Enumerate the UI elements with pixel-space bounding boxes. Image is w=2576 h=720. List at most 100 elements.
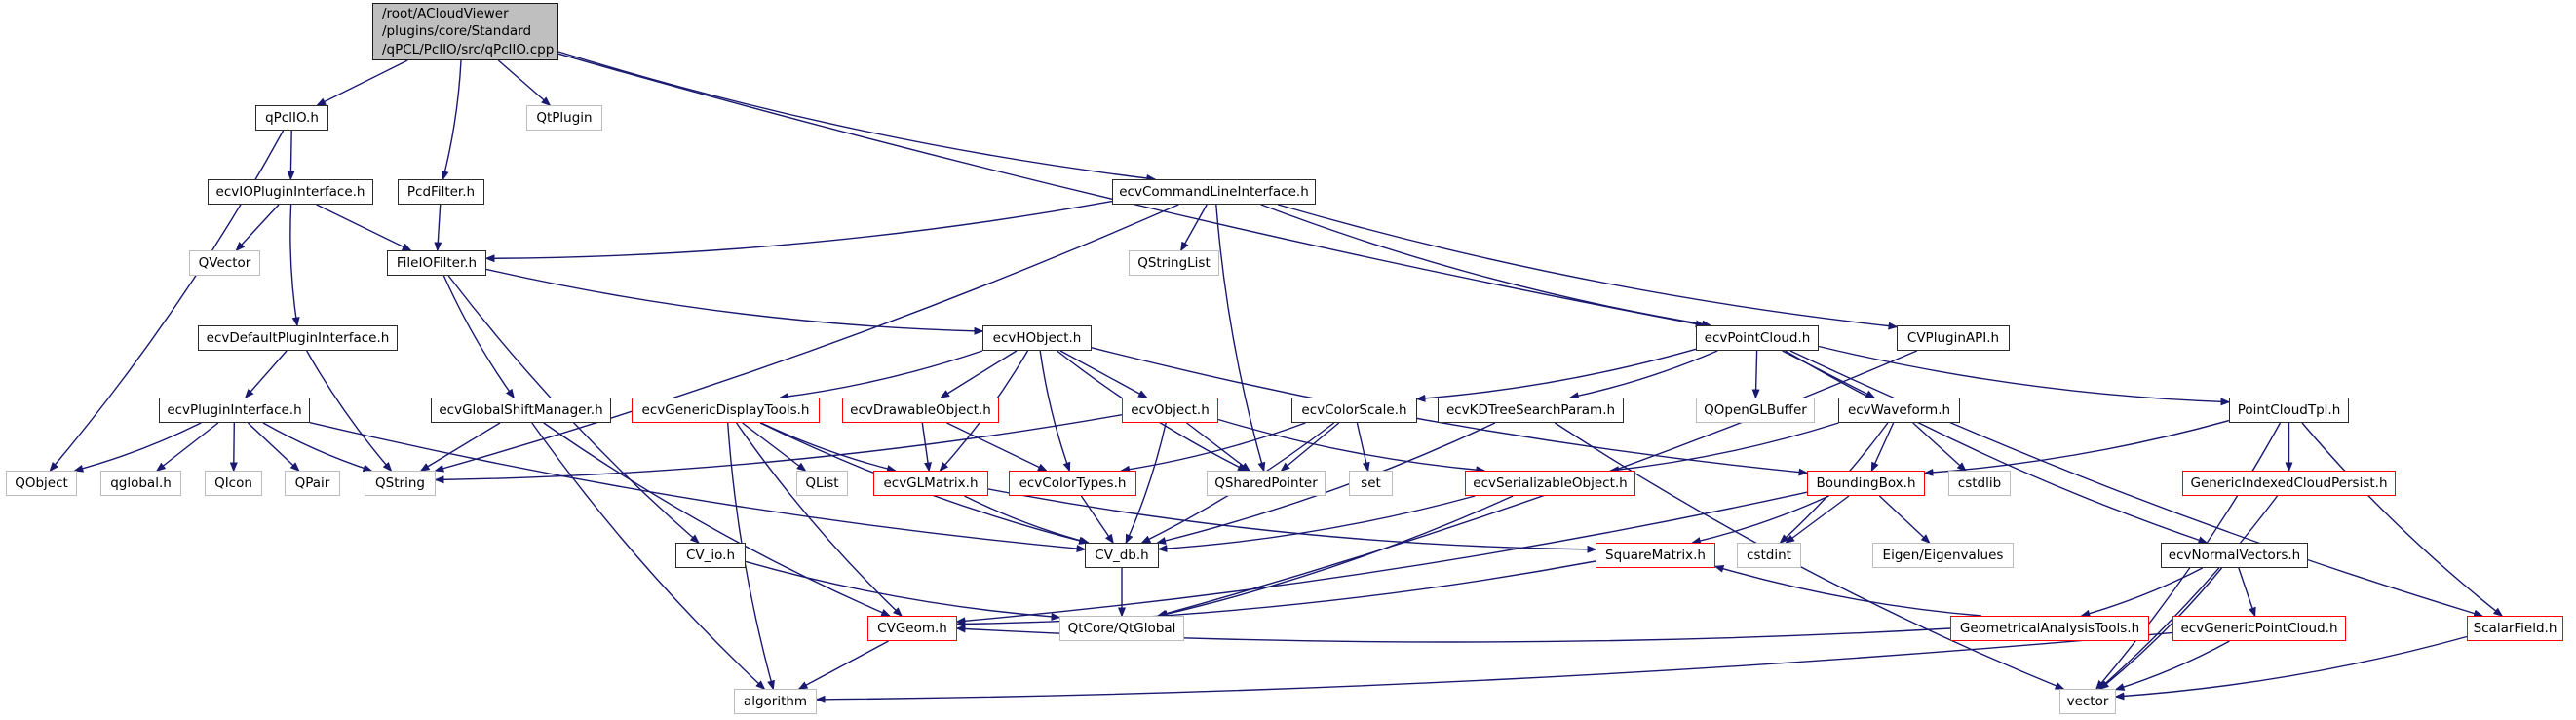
edge-ecvkdtree-to-cv_db: [1156, 422, 1496, 545]
edge-ecvgdt-to-ecvglmatrix: [760, 422, 897, 473]
edge-genericindexed-to-vector: [2097, 495, 2279, 690]
node-ecvdrawable[interactable]: ecvDrawableObject.h: [842, 398, 999, 423]
node-qvector[interactable]: QVector: [189, 250, 260, 276]
node-ecvgsm[interactable]: ecvGlobalShiftManager.h: [431, 398, 611, 423]
node-qicon[interactable]: QIcon: [205, 471, 262, 496]
node-qstringlist[interactable]: QStringList: [1129, 250, 1219, 276]
edge-ecvcli-to-qstringlist: [1180, 204, 1208, 252]
edge-ecvobject-to-qsharedpointer: [1186, 422, 1251, 472]
node-qpclio-h[interactable]: qPclIO.h: [255, 105, 328, 131]
node-ecvpi[interactable]: ecvPluginInterface.h: [159, 398, 310, 423]
node-qpair[interactable]: QPair: [285, 471, 340, 496]
edge-ecvpointcloud-to-ecvwaveform: [1782, 350, 1876, 398]
node-cv-db[interactable]: CV_db.h: [1085, 543, 1159, 568]
edge-ecvpi-to-cv_db: [309, 422, 1087, 552]
node-ecvkdtree[interactable]: ecvKDTreeSearchParam.h: [1438, 398, 1624, 423]
edge-ecvobject-to-ecvserializable: [1217, 418, 1486, 474]
edge-ecvpointcloud-to-scalarfield: [1789, 350, 2484, 618]
edge-ecvdefpi-to-qstring: [306, 350, 393, 473]
node-vector[interactable]: vector: [2059, 689, 2116, 714]
edge-pointcloudtpl-to-scalarfield: [2301, 422, 2504, 617]
edge-ecvobject-to-cv_db: [1125, 422, 1167, 545]
node-set[interactable]: set: [1349, 471, 1393, 496]
edge-ecvpointcloud-to-ecvnormalvectors: [1785, 350, 2209, 545]
node-ecvpointcloud[interactable]: ecvPointCloud.h: [1696, 325, 1819, 351]
edge-ecvdrawable-to-ecvcolortypes: [946, 422, 1048, 472]
edge-ecvpi-to-qobject: [73, 422, 202, 473]
edge-ecvdrawable-to-ecvglmatrix: [921, 422, 932, 473]
node-pointcloudtpl[interactable]: PointCloudTpl.h: [2229, 398, 2349, 423]
edge-cpp-to-pcdfilter: [441, 59, 462, 181]
node-cpp[interactable]: /root/ACloudViewer /plugins/core/Standar…: [372, 3, 558, 60]
edge-squarematrix-to-cvgeom: [955, 560, 1596, 628]
node-ecvgdt[interactable]: ecvGenericDisplayTools.h: [632, 398, 820, 423]
node-qopenglbuffer[interactable]: QOpenGLBuffer: [1696, 398, 1815, 423]
node-qobject[interactable]: QObject: [6, 471, 77, 496]
edge-ecvpi-to-qicon: [229, 422, 238, 473]
node-qstring[interactable]: QString: [365, 471, 436, 496]
edge-ecvnormalvectors-to-vector: [2098, 567, 2223, 690]
edge-ecvpointcloud-to-qopenglbuffer: [1751, 350, 1760, 399]
node-cstdlib[interactable]: cstdlib: [1948, 471, 2011, 496]
node-cv-io[interactable]: CV_io.h: [675, 543, 746, 568]
node-ecvcolortypes[interactable]: ecvColorTypes.h: [1009, 471, 1136, 496]
node-ecvgenericpc[interactable]: ecvGenericPointCloud.h: [2172, 616, 2346, 641]
edge-ecvserializable-to-qtcoreqtglobal: [1157, 495, 1514, 618]
node-qglobal[interactable]: qglobal.h: [100, 471, 181, 496]
node-qtcoreqtglobal[interactable]: QtCore/QtGlobal: [1059, 616, 1184, 641]
edge-ecvgdt-to-qlist: [742, 422, 807, 472]
edge-ecvgdt-to-cvgeom: [736, 422, 903, 618]
edge-ecvgsm-to-qstring: [419, 422, 501, 472]
edge-ecvgsm-to-algorithm: [531, 422, 766, 691]
node-ecvserializable[interactable]: ecvSerializableObject.h: [1465, 471, 1635, 496]
node-boundingbox[interactable]: BoundingBox.h: [1807, 471, 1925, 496]
edge-ecvpointcloud-to-ecvkdtree: [1568, 350, 1718, 400]
edge-cv_io-to-qtcoreqtglobal: [745, 560, 1061, 621]
node-cstdint[interactable]: cstdint: [1737, 543, 1801, 568]
node-geomanalysistools[interactable]: GeometricalAnalysisTools.h: [1950, 616, 2149, 641]
edge-ecvhobject-to-ecvobject: [1059, 350, 1148, 398]
node-ecvglmatrix[interactable]: ecvGLMatrix.h: [873, 471, 988, 496]
edge-ecvgenericpc-to-algorithm: [815, 631, 2173, 703]
edge-ecvhobject-to-boundingbox: [1091, 347, 1809, 476]
node-eigen[interactable]: Eigen/Eigenvalues: [1872, 543, 2014, 568]
edge-ecvglmatrix-to-cv_db: [964, 495, 1091, 545]
node-qtplugin[interactable]: QtPlugin: [526, 105, 602, 131]
node-ecvwaveform[interactable]: ecvWaveform.h: [1838, 398, 1960, 423]
edge-ecvwaveform-to-ecvserializable: [1609, 422, 1839, 474]
node-cvpluginapi[interactable]: CVPluginAPI.h: [1897, 325, 2010, 351]
edge-ecvcli-to-fileiofilter: [484, 200, 1113, 263]
edge-ecvpointcloud-to-pointcloudtpl: [1818, 345, 2231, 406]
edge-ecvdefpi-to-ecvpi: [244, 350, 288, 399]
node-ecvcli[interactable]: ecvCommandLineInterface.h: [1112, 179, 1316, 205]
edge-ecvkdtree-to-vector: [1554, 422, 2065, 690]
edge-ecvpi-to-qstring: [262, 422, 373, 473]
edge-ecvglmatrix-to-squarematrix: [987, 488, 1597, 553]
node-squarematrix[interactable]: SquareMatrix.h: [1596, 543, 1715, 568]
node-fileiofilter[interactable]: FileIOFilter.h: [387, 250, 486, 276]
node-ecvhobject[interactable]: ecvHObject.h: [982, 325, 1092, 351]
node-ecvcolorscale[interactable]: ecvColorScale.h: [1291, 398, 1417, 423]
edge-cpp-to-qpclio_h: [316, 59, 408, 106]
node-pcdfilter[interactable]: PcdFilter.h: [398, 179, 484, 205]
node-ecviopi[interactable]: ecvIOPluginInterface.h: [208, 179, 373, 205]
node-scalarfield[interactable]: ScalarField.h: [2467, 616, 2563, 641]
edge-fileiofilter-to-ecvhobject: [485, 268, 984, 335]
node-ecvnormalvectors[interactable]: ecvNormalVectors.h: [2161, 543, 2308, 568]
node-ecvobject[interactable]: ecvObject.h: [1122, 398, 1218, 423]
node-ecvdefpi[interactable]: ecvDefaultPluginInterface.h: [198, 325, 398, 351]
edge-fileiofilter-to-ecvgsm: [442, 275, 515, 399]
edge-ecvcolorscale-to-ecvcolortypes: [1120, 422, 1306, 474]
node-cvgeom[interactable]: CVGeom.h: [867, 616, 957, 641]
edge-ecviopi-to-ecvdefpi: [289, 204, 300, 327]
node-genericindexed[interactable]: GenericIndexedCloudPersist.h: [2182, 471, 2396, 496]
node-qsharedpointer[interactable]: QSharedPointer: [1207, 471, 1326, 496]
edge-boundingbox-to-cvgeom: [955, 491, 1808, 625]
edges-group: [49, 51, 2504, 703]
edge-ecvnormalvectors-to-ecvgenericpc: [2238, 567, 2256, 618]
node-qlist[interactable]: QList: [796, 471, 848, 496]
node-algorithm[interactable]: algorithm: [734, 689, 817, 714]
edge-ecvcli-to-ecvpointcloud: [1260, 204, 1712, 328]
